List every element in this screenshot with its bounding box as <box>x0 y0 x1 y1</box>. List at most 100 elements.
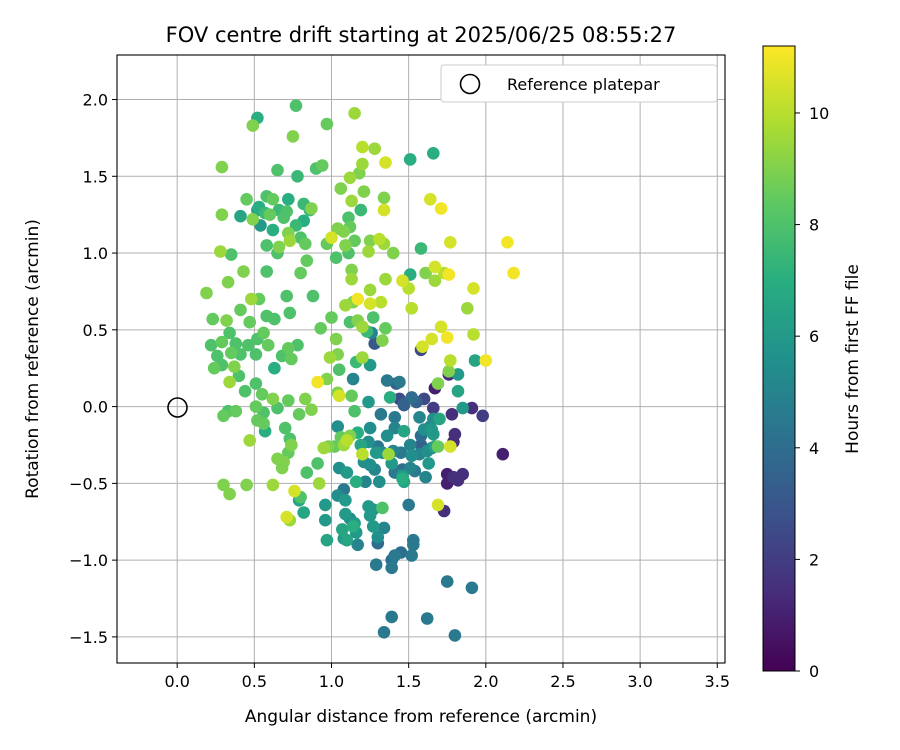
scatter-point <box>282 193 295 206</box>
scatter-point <box>366 520 380 533</box>
scatter-point <box>266 193 280 206</box>
scatter-point <box>340 434 354 447</box>
scatter-point <box>368 142 382 155</box>
scatter-point <box>255 388 269 401</box>
scatter-point <box>379 272 392 286</box>
scatter-point <box>374 295 388 309</box>
scatter-point <box>266 223 280 237</box>
scatter-point <box>340 533 354 547</box>
scatter-point <box>434 202 448 215</box>
scatter-point <box>249 377 263 390</box>
scatter-point <box>379 322 392 335</box>
y-tick-label: −0.5 <box>69 474 108 493</box>
scatter-point <box>402 498 416 512</box>
scatter-point <box>282 342 295 355</box>
y-tick-label: 0.5 <box>83 321 108 340</box>
scatter-point <box>419 266 432 280</box>
scatter-point <box>405 549 419 562</box>
scatter-point <box>240 478 253 492</box>
scatter-point <box>234 348 247 361</box>
colorbar-ticks: 0 2 4 6 8 10 <box>795 104 829 681</box>
colorbar-tick-label: 8 <box>809 216 819 235</box>
scatter-point <box>393 375 406 389</box>
scatter-point <box>373 232 386 246</box>
scatter-point <box>376 501 389 515</box>
grid-lines <box>117 55 725 663</box>
scatter-point <box>312 477 326 490</box>
scatter-point <box>414 242 428 255</box>
scatter-point <box>317 441 331 455</box>
scatter-point <box>334 182 348 195</box>
scatter-point <box>386 246 400 260</box>
scatter-point <box>396 472 409 486</box>
scatter-point <box>229 337 243 350</box>
scatter-point <box>380 374 394 387</box>
scatter-point <box>357 185 371 198</box>
scatter-point <box>444 354 457 367</box>
x-tick-label: 3.5 <box>705 672 730 691</box>
scatter-point <box>405 302 419 315</box>
scatter-point <box>354 203 368 217</box>
scatter-point <box>257 326 270 340</box>
scatter-point <box>289 99 303 112</box>
scatter-point <box>366 311 380 324</box>
scatter-point <box>223 375 236 389</box>
scatter-point <box>237 265 250 278</box>
colorbar-tick-label: 6 <box>809 327 819 346</box>
scatter-point <box>351 292 365 306</box>
scatter-point <box>275 461 289 475</box>
scatter-point <box>332 389 346 403</box>
scatter-point <box>427 401 440 415</box>
scatter-point <box>305 202 318 215</box>
scatter-point <box>451 384 465 398</box>
scatter-point <box>349 475 363 489</box>
scatter-point <box>260 265 274 278</box>
scatter-point <box>363 421 377 435</box>
scatter-point <box>356 320 369 334</box>
scatter-point <box>241 338 255 352</box>
x-tick-label: 2.0 <box>473 672 498 691</box>
scatter-point <box>403 461 417 475</box>
scatter-point <box>299 237 312 251</box>
scatter-point <box>234 209 247 223</box>
scatter-point <box>396 274 409 288</box>
scatter-point <box>342 211 355 224</box>
scatter-point <box>419 470 432 484</box>
scatter-point <box>385 561 399 575</box>
scatter-point <box>363 458 377 472</box>
scatter-point <box>422 457 436 470</box>
x-tick-label: 0.5 <box>242 672 267 691</box>
scatter-point <box>314 322 328 335</box>
scatter-point <box>388 549 402 562</box>
scatter-point <box>403 438 417 452</box>
scatter-point <box>297 506 311 519</box>
scatter-point <box>434 320 448 334</box>
scatter-point <box>405 391 419 404</box>
scatter-point <box>249 348 263 361</box>
scatter-point <box>373 475 386 489</box>
scatter-point <box>220 314 233 327</box>
scatter-point <box>283 234 297 248</box>
scatter-point <box>444 440 457 453</box>
scatter-point <box>271 163 284 177</box>
scatter-point <box>215 208 229 221</box>
data-points <box>200 99 520 642</box>
scatter-point <box>369 558 383 571</box>
scatter-point <box>356 351 369 364</box>
scatter-point <box>234 303 247 317</box>
scatter-point <box>285 438 298 452</box>
scatter-point <box>476 409 490 423</box>
scatter-point <box>311 457 324 470</box>
scatter-point <box>268 312 281 326</box>
scatter-point <box>425 332 439 346</box>
scatter-point <box>260 239 274 252</box>
scatter-point <box>249 400 263 413</box>
scatter-point <box>507 266 520 280</box>
legend: Reference platepar <box>440 64 718 103</box>
scatter-point <box>376 334 389 347</box>
scatter-point <box>336 523 349 536</box>
plot-frame <box>116 54 726 664</box>
scatter-point <box>228 360 241 374</box>
scatter-point <box>319 498 332 512</box>
scatter-point <box>374 408 388 421</box>
